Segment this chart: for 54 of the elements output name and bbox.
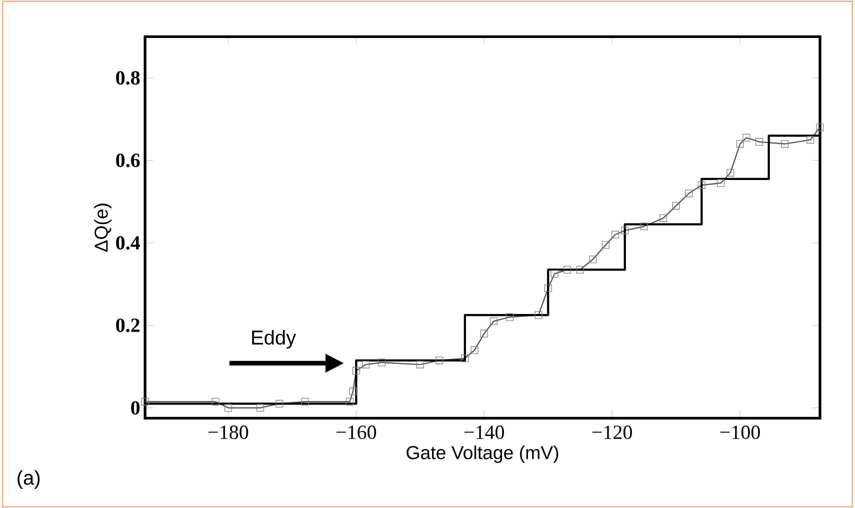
point — [659, 214, 668, 222]
point — [602, 241, 610, 249]
y-tick-label: 0.6 — [116, 154, 140, 168]
point — [362, 360, 370, 368]
point — [544, 284, 552, 292]
point — [470, 346, 478, 354]
x-tick-label: −140 — [464, 425, 504, 439]
x-tick-label: −100 — [720, 425, 760, 439]
point — [349, 387, 357, 396]
annotation: Eddy — [252, 330, 296, 348]
point — [490, 317, 498, 325]
point — [685, 189, 693, 198]
point — [256, 404, 264, 412]
y-tick-label: 0.4 — [116, 236, 140, 250]
point — [563, 266, 572, 274]
point — [640, 222, 648, 230]
point — [276, 400, 284, 408]
point — [589, 255, 597, 264]
point — [742, 134, 750, 142]
point — [576, 266, 584, 274]
point — [436, 356, 444, 364]
point — [755, 138, 764, 146]
point — [346, 398, 354, 406]
point — [717, 179, 725, 187]
point — [672, 202, 680, 210]
point — [550, 270, 558, 278]
point — [352, 366, 360, 374]
point — [698, 181, 706, 189]
point — [416, 360, 424, 368]
y-axis-title: ΔQ(e) — [94, 204, 112, 252]
x-tick-label: −120 — [592, 425, 632, 439]
point — [726, 168, 734, 176]
x-axis-title: Gate Voltage (mV) — [406, 445, 558, 463]
point — [780, 140, 789, 148]
point — [506, 313, 514, 321]
point — [480, 330, 488, 338]
y-tick-label: 0.2 — [116, 318, 140, 332]
y-tick-label: 0.8 — [116, 71, 140, 85]
point — [611, 230, 620, 238]
point — [816, 124, 824, 132]
point — [224, 404, 232, 412]
text: (a) — [18, 470, 40, 489]
point — [301, 398, 309, 406]
point — [806, 136, 814, 144]
point — [461, 354, 469, 362]
point — [621, 226, 629, 234]
x-tick-label: −160 — [336, 425, 376, 439]
point — [736, 140, 744, 148]
y-tick-label: 0 — [131, 401, 140, 414]
point — [378, 358, 386, 366]
x-tick-label: −180 — [208, 425, 248, 439]
point — [141, 398, 149, 406]
point — [212, 398, 220, 406]
point — [534, 311, 542, 319]
